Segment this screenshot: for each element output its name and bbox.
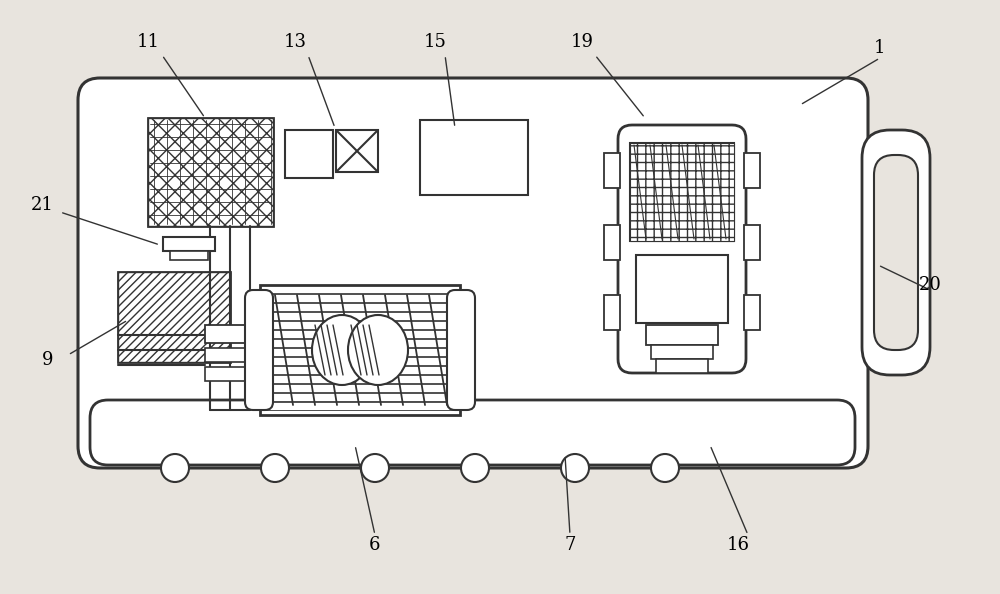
Bar: [148, 118, 273, 226]
Text: 19: 19: [570, 33, 594, 51]
Bar: [260, 303, 460, 311]
FancyBboxPatch shape: [90, 400, 855, 465]
Bar: [260, 348, 460, 356]
Bar: [604, 153, 620, 188]
Circle shape: [361, 454, 389, 482]
Bar: [260, 321, 460, 329]
Bar: [163, 237, 215, 251]
Bar: [205, 348, 255, 362]
Bar: [260, 375, 460, 383]
Ellipse shape: [348, 315, 408, 385]
Text: 6: 6: [369, 536, 381, 554]
Bar: [260, 366, 460, 374]
FancyBboxPatch shape: [862, 130, 930, 375]
Bar: [170, 251, 208, 260]
Circle shape: [261, 454, 289, 482]
FancyBboxPatch shape: [874, 155, 918, 350]
Bar: [260, 339, 460, 347]
FancyBboxPatch shape: [245, 290, 273, 410]
Circle shape: [161, 454, 189, 482]
Text: 11: 11: [136, 33, 160, 51]
Ellipse shape: [312, 315, 372, 385]
Bar: [630, 143, 734, 241]
Bar: [260, 312, 460, 320]
Text: 1: 1: [874, 39, 886, 57]
Bar: [260, 384, 460, 392]
Bar: [260, 357, 460, 365]
Text: 7: 7: [564, 536, 576, 554]
Circle shape: [651, 454, 679, 482]
Bar: [260, 294, 460, 302]
Text: 20: 20: [919, 276, 941, 294]
Text: 21: 21: [31, 196, 53, 214]
Bar: [651, 345, 713, 359]
Bar: [636, 255, 728, 323]
Bar: [118, 272, 230, 362]
Bar: [744, 153, 760, 188]
Bar: [260, 285, 460, 415]
Bar: [420, 120, 528, 195]
Bar: [260, 330, 460, 338]
Bar: [205, 325, 255, 343]
Bar: [646, 325, 718, 345]
Bar: [744, 295, 760, 330]
Bar: [604, 225, 620, 260]
FancyBboxPatch shape: [618, 125, 746, 373]
FancyBboxPatch shape: [78, 78, 868, 468]
Bar: [630, 143, 734, 241]
Circle shape: [461, 454, 489, 482]
Bar: [260, 393, 460, 401]
Bar: [285, 130, 333, 178]
Bar: [604, 295, 620, 330]
Bar: [260, 285, 460, 293]
Bar: [205, 367, 255, 381]
Text: 15: 15: [424, 33, 446, 51]
Bar: [336, 130, 378, 172]
Bar: [744, 225, 760, 260]
Text: 16: 16: [726, 536, 750, 554]
FancyBboxPatch shape: [447, 290, 475, 410]
Bar: [656, 359, 708, 373]
Text: 13: 13: [284, 33, 306, 51]
Bar: [260, 402, 460, 410]
Circle shape: [561, 454, 589, 482]
Bar: [148, 118, 273, 226]
Bar: [118, 272, 230, 362]
Text: 9: 9: [42, 351, 54, 369]
